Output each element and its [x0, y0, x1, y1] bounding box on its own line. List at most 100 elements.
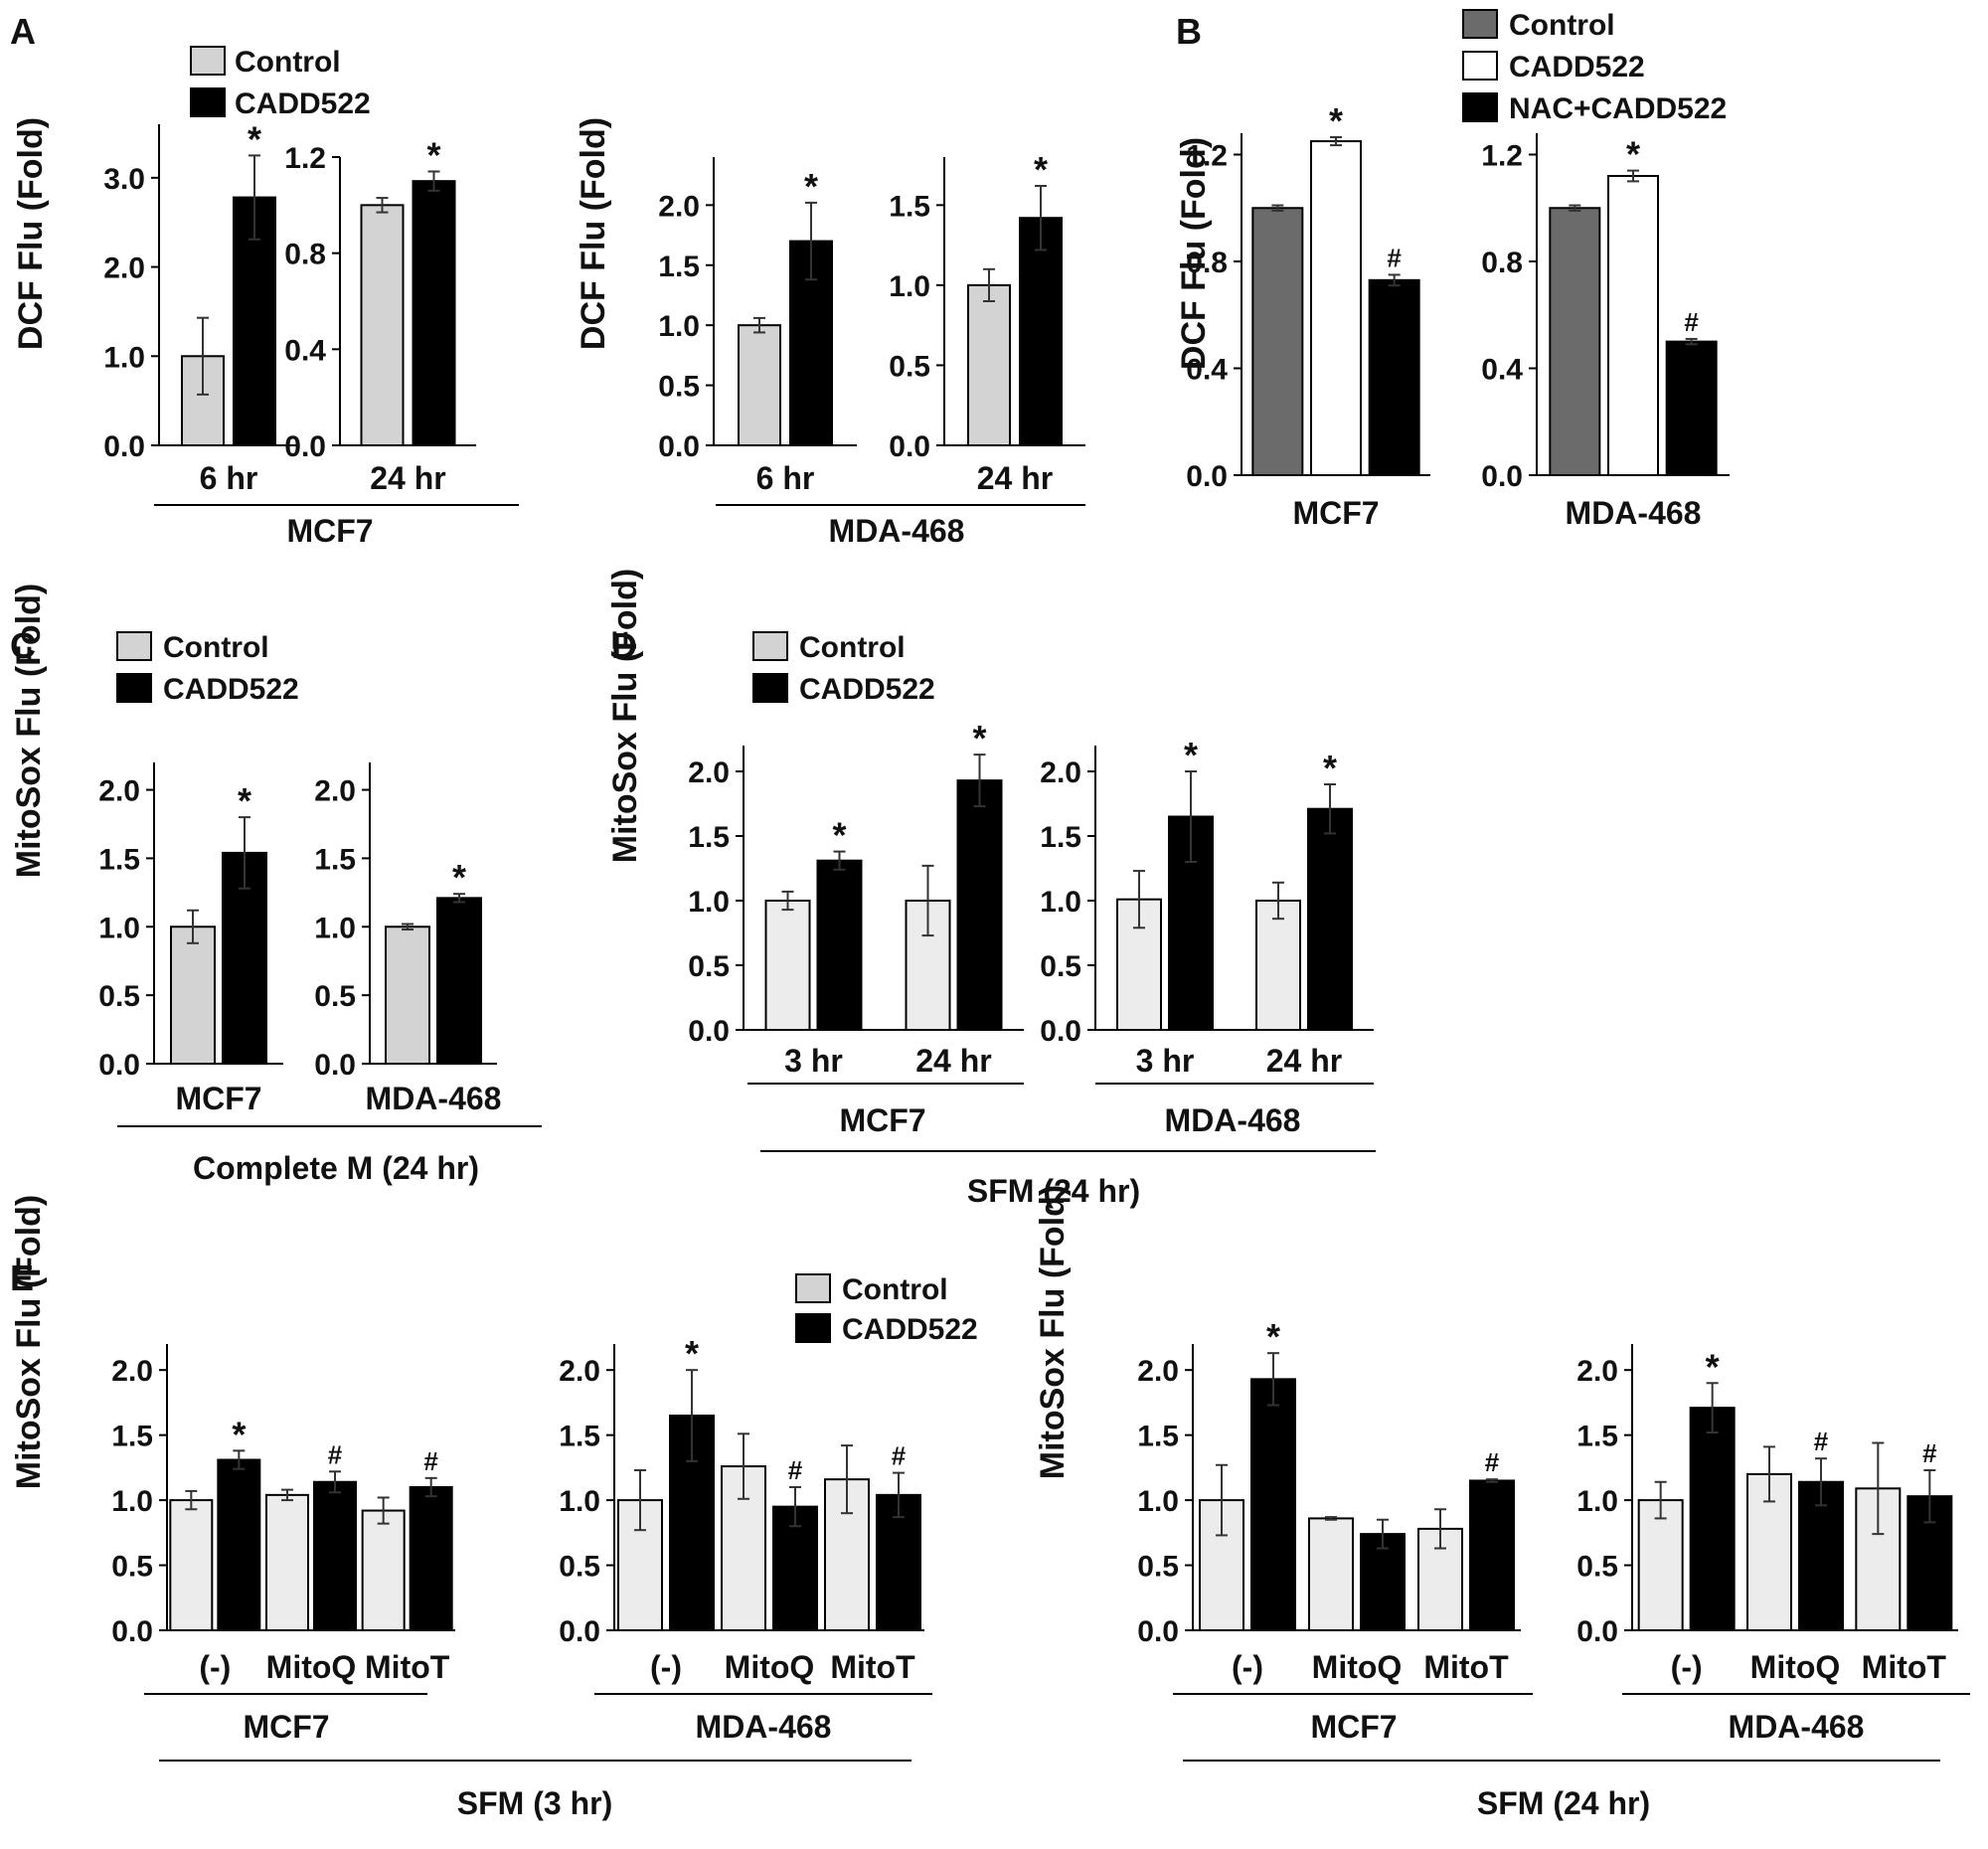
bar [764, 900, 811, 1031]
y-tick-label: 1.5 [1576, 1421, 1618, 1453]
y-tick-label: 0.5 [559, 1551, 600, 1584]
legend-swatch-cadd522 [795, 1313, 831, 1343]
y-tick-label: 1.0 [98, 912, 140, 944]
group-label-mda468-24hr: MDA-468 [1729, 1709, 1865, 1745]
bar [1255, 900, 1301, 1031]
legend-d: Control CADD522 [752, 631, 935, 706]
group-label-mda468-3hr: MDA-468 [696, 1709, 832, 1745]
legend-swatch-nac-cadd522 [1462, 92, 1498, 122]
significance-marker: * [426, 135, 440, 176]
bar [217, 1458, 261, 1631]
y-tick-label: 0.4 [1186, 354, 1228, 387]
super-label-sfm3: SFM (3 hr) [457, 1785, 612, 1821]
group-label-mcf7-24hr: MCF7 [1310, 1709, 1397, 1745]
y-tick-label: 0.0 [111, 1615, 153, 1648]
bar [738, 324, 781, 446]
legend-swatch-cadd522 [1462, 51, 1498, 81]
y-tick-label: 2.0 [1040, 756, 1081, 789]
significance-marker: * [1626, 134, 1640, 175]
hash-marker: # [1684, 307, 1699, 337]
bar [412, 180, 456, 447]
hash-marker: # [1922, 1438, 1937, 1468]
legend-label-cadd522: CADD522 [1509, 51, 1645, 84]
y-tick-label: 1.0 [111, 1485, 153, 1518]
subplot-c1: 0.0 0.5 1.0 1.5 2.0 * MCF7 [98, 762, 283, 1116]
legend-label-nac-cadd522: NAC+CADD522 [1509, 92, 1727, 125]
y-tick-label: 0.8 [1186, 247, 1228, 279]
y-tick-label: 1.5 [98, 843, 140, 876]
y-tick-label: 0.5 [314, 980, 356, 1013]
panel-letter-e: E [10, 1258, 34, 1298]
hash-marker: # [1814, 1427, 1829, 1456]
bar [1689, 1407, 1736, 1632]
group-label-mcf7-3hr: MCF7 [243, 1709, 329, 1745]
panel-letter-d: D [611, 625, 637, 666]
x-category-label: MDA-468 [366, 1081, 502, 1116]
y-tick-label: 1.0 [1040, 886, 1081, 919]
y-axis-title: MitoSox Flu (Fold) [606, 569, 644, 864]
y-tick-label: 1.0 [658, 310, 700, 343]
y-tick-label: 1.0 [889, 270, 930, 303]
legend-swatch-control [1462, 9, 1498, 39]
bar [1168, 815, 1214, 1031]
significance-marker: * [1323, 748, 1337, 788]
bar [956, 779, 1003, 1031]
x-category-label: MitoT [1862, 1649, 1947, 1685]
y-tick-label: 1.2 [284, 142, 326, 175]
hash-marker: # [1485, 1447, 1500, 1477]
legend-label-cadd522: CADD522 [163, 673, 299, 706]
significance-marker: * [1329, 100, 1343, 141]
bar [1019, 217, 1063, 446]
x-category-label: (-) [199, 1649, 231, 1685]
x-category-label: 6 hr [756, 460, 815, 496]
y-tick-label: 3.0 [103, 163, 145, 196]
y-tick-label: 0.0 [1186, 460, 1228, 493]
legend-label-control: Control [1509, 9, 1615, 42]
y-tick-label: 2.0 [98, 775, 140, 808]
subplot-a2: 0.0 0.4 0.8 1.2 * 24 hr [284, 135, 476, 496]
subplot-c2: 0.0 0.5 1.0 1.5 2.0 * MDA-468 [314, 762, 501, 1116]
y-tick-label: 2.0 [688, 756, 730, 789]
bar [313, 1480, 357, 1632]
y-tick-label: 1.5 [111, 1421, 153, 1453]
bar [1310, 140, 1362, 476]
y-axis-title: MitoSox Flu (Fold) [1034, 1185, 1072, 1480]
bar [1469, 1479, 1515, 1632]
y-tick-label: 1.0 [103, 341, 145, 374]
group-label-mda468: MDA-468 [1165, 1102, 1301, 1138]
subplot-a4: 0.0 0.5 1.0 1.5 * 24 hr [889, 149, 1085, 496]
hash-marker: # [892, 1441, 907, 1471]
legend-swatch-cadd522 [116, 673, 152, 703]
y-tick-label: 2.0 [559, 1355, 600, 1388]
bar [1607, 175, 1659, 476]
y-tick-label: 0.0 [1137, 1615, 1179, 1648]
bar [169, 1499, 214, 1632]
x-category-label: MDA-468 [1566, 495, 1702, 531]
y-tick-label: 0.0 [98, 1049, 140, 1082]
y-axis-title: MitoSox Flu (Fold) [10, 584, 48, 879]
group-labels-e: MCF7 MDA-468 SFM (3 hr) MCF7 MDA-468 SFM… [144, 1693, 1970, 1821]
subplot-d1: 0.0 0.5 1.0 1.5 2.0 * 3 hr * 24 hr [688, 718, 1024, 1079]
significance-marker: * [238, 780, 251, 821]
subplot-b1: 0.0 0.4 0.8 1.2 * # MCF7 [1186, 100, 1430, 531]
bar [967, 283, 1011, 446]
legend-c: Control CADD522 [116, 631, 299, 706]
bar [1637, 1499, 1684, 1632]
bar [1250, 1378, 1296, 1631]
y-tick-label: 2.0 [1576, 1355, 1618, 1388]
bar [1368, 278, 1420, 476]
y-tick-label: 0.0 [1481, 460, 1523, 493]
bar [772, 1505, 818, 1631]
y-tick-label: 0.5 [1040, 950, 1081, 983]
significance-marker: * [1034, 149, 1048, 190]
y-tick-label: 0.4 [284, 334, 326, 367]
y-tick-label: 1.0 [314, 912, 356, 944]
y-tick-label: 0.8 [1481, 247, 1523, 279]
y-axis-title: MitoSox Flu (Fold) [10, 1195, 48, 1490]
significance-marker: * [1706, 1346, 1720, 1387]
y-tick-label: 2.0 [111, 1355, 153, 1388]
legend-e: Control CADD522 [795, 1273, 978, 1346]
subplot-e4: 0.0 0.5 1.0 1.5 2.0 * (-) # MitoQ # MitoT [1576, 1344, 1958, 1685]
subplot-e1: 0.0 0.5 1.0 1.5 2.0 * (-) # MitoQ # MitoT [111, 1344, 455, 1685]
